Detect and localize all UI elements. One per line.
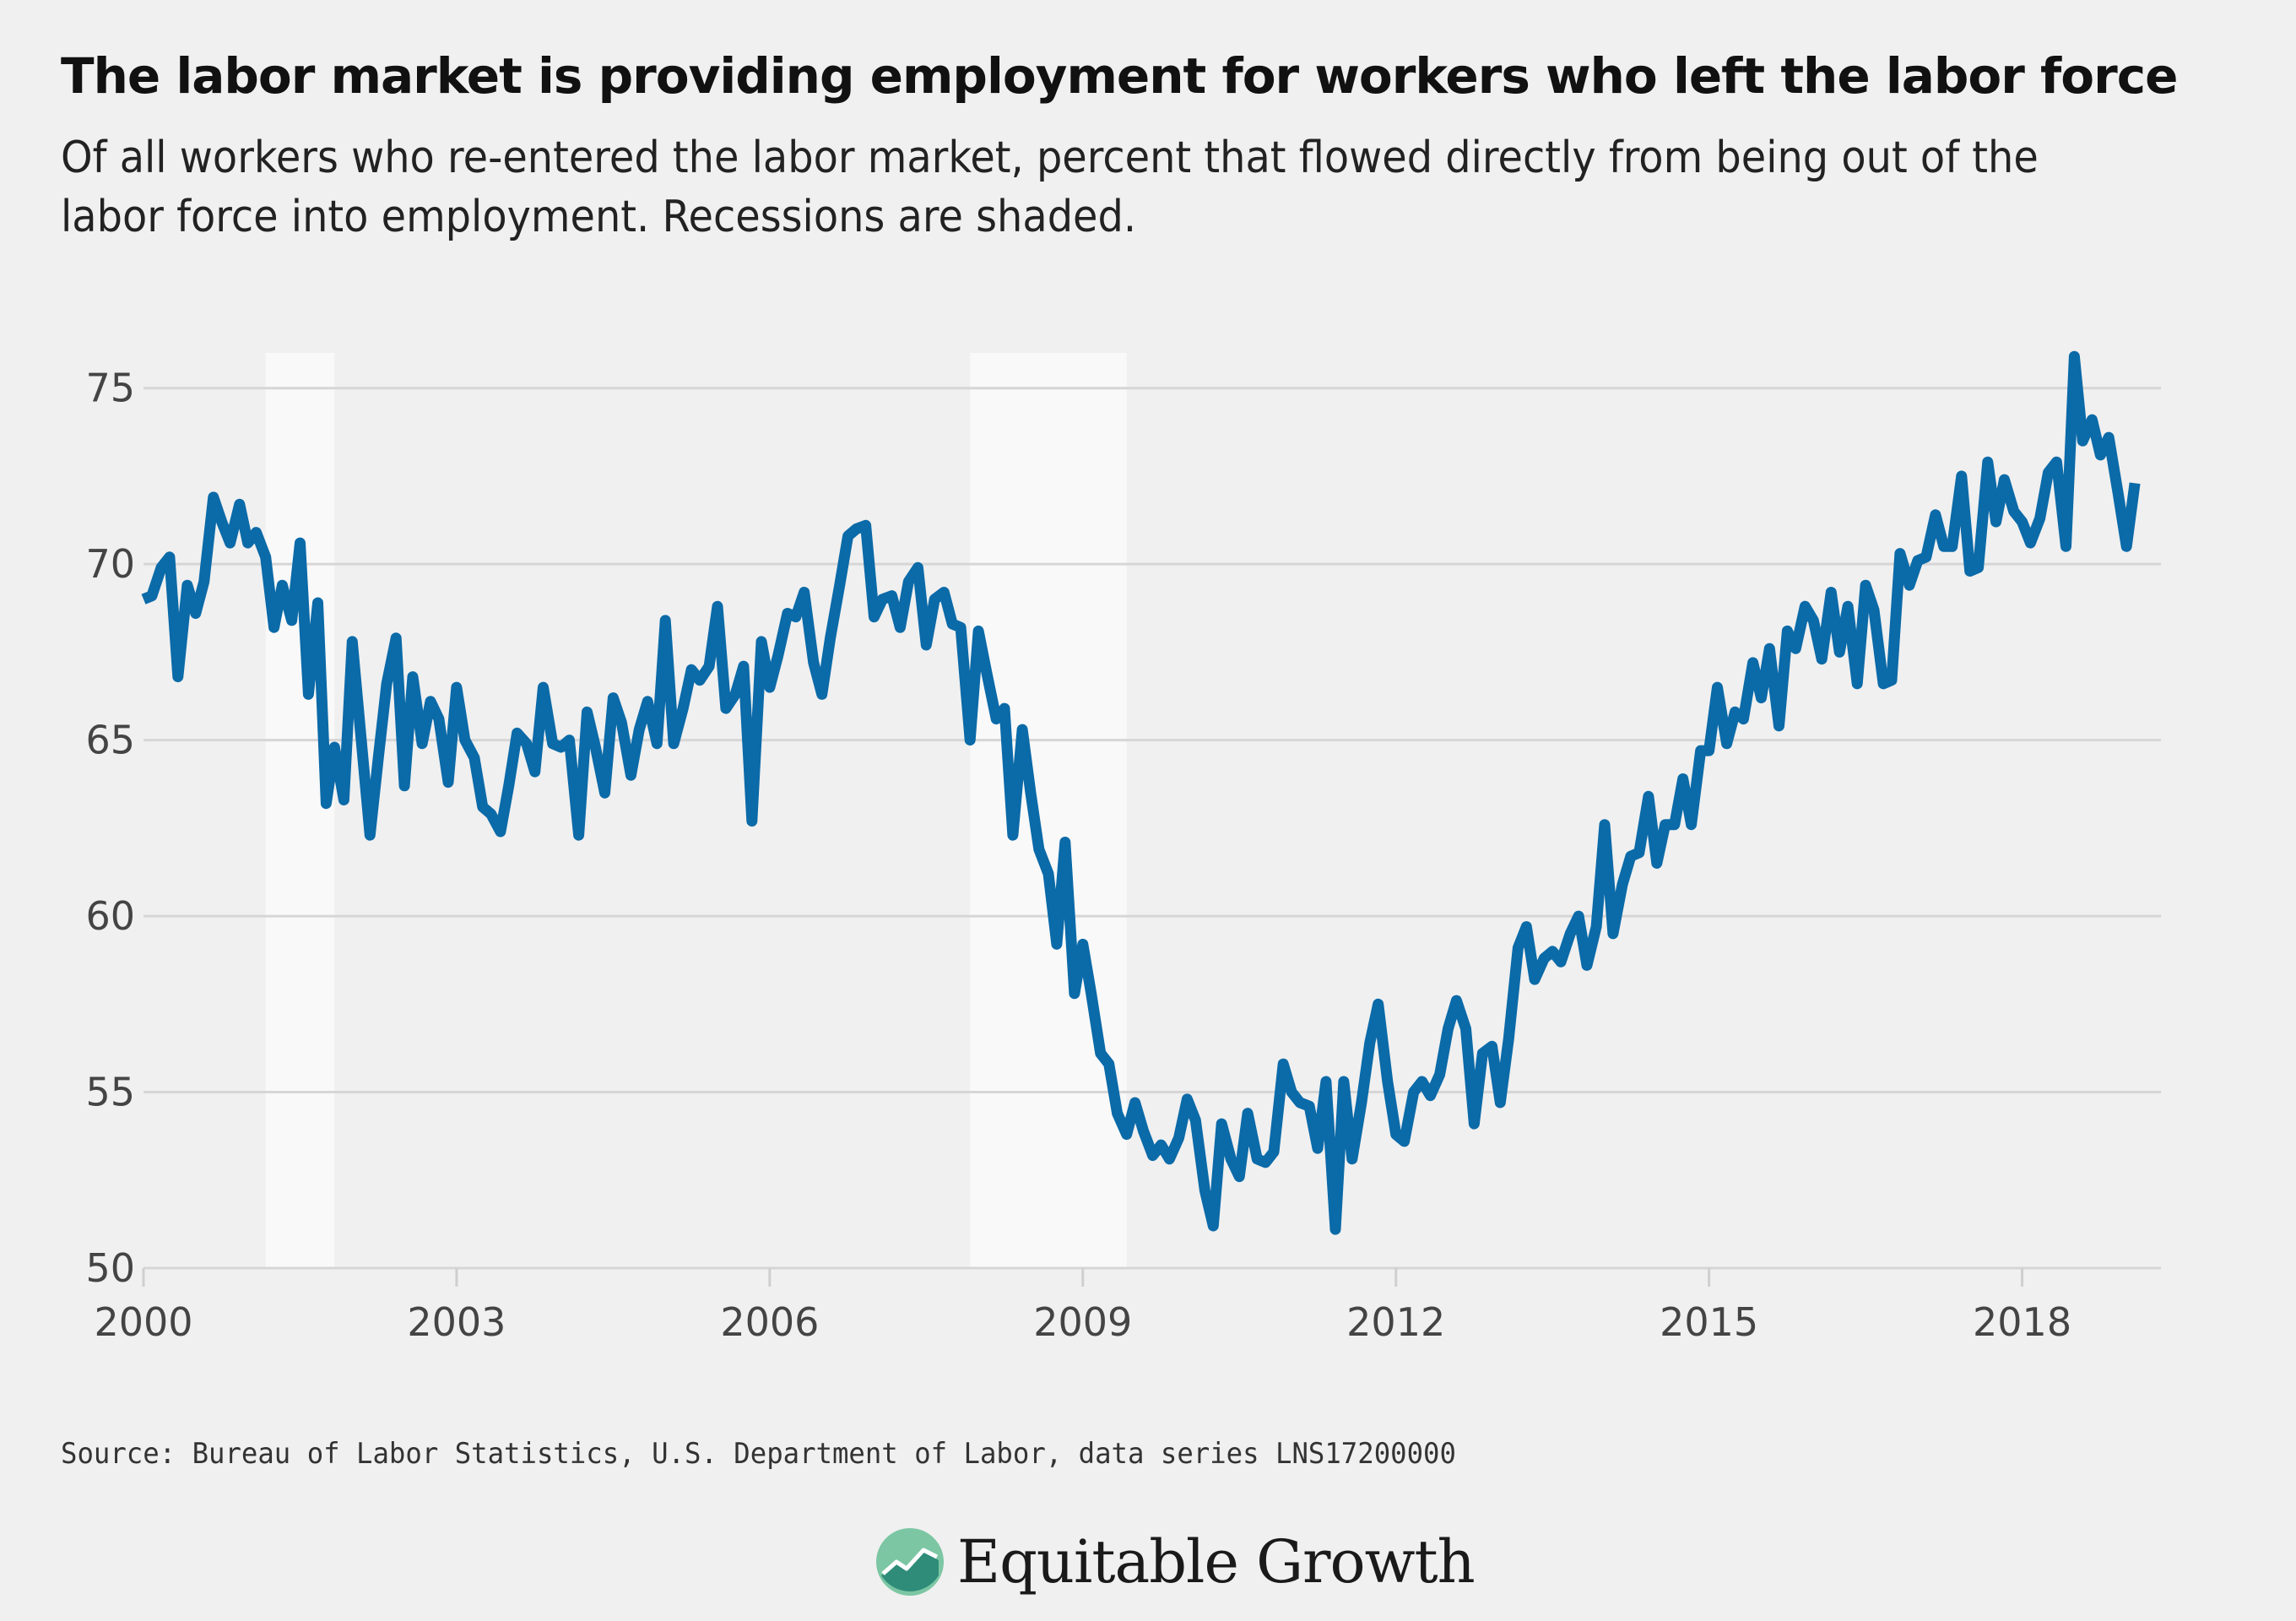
- y-tick-label: 75: [85, 366, 135, 411]
- gridlines: [144, 387, 2161, 1270]
- x-tick-label: 2015: [1660, 1299, 1758, 1345]
- y-tick-label: 50: [85, 1245, 135, 1291]
- x-tick-label: 2012: [1346, 1299, 1445, 1345]
- equitable-growth-logo-icon: [876, 1528, 944, 1596]
- x-tick-label: 2018: [1973, 1299, 2071, 1345]
- brand-name: Equitable Growth: [957, 1527, 1476, 1597]
- y-axis-ticks: 50 55 60 65 70 75: [85, 366, 135, 1291]
- y-tick-label: 60: [85, 893, 135, 939]
- series-line: [141, 350, 2141, 1235]
- recession-band-2: [970, 353, 1127, 1268]
- x-tick-label: 2009: [1033, 1299, 1132, 1345]
- x-tick-label: 2000: [94, 1299, 192, 1345]
- x-tick-label: 2003: [407, 1299, 506, 1345]
- y-tick-label: 65: [85, 718, 135, 763]
- x-tick-label: 2006: [720, 1299, 819, 1345]
- recession-band-1: [265, 353, 335, 1268]
- chart-subtitle: Of all workers who re-entered the labor …: [61, 133, 2039, 242]
- brand-lockup: Equitable Growth: [875, 1520, 1476, 1604]
- y-tick-label: 55: [85, 1070, 135, 1115]
- line-chart: 50 55 60 65 70 75 2000 2003 2006 2009 2012 2015 201…: [85, 350, 2161, 1345]
- y-tick-label: 70: [85, 541, 135, 587]
- recession-shading: [265, 353, 1127, 1268]
- x-axis-ticks: 2000 2003 2006 2009 2012 2015 2018: [94, 1268, 2071, 1345]
- chart-title: The labor market is providing employment…: [61, 47, 2178, 105]
- source-note: Source: Bureau of Labor Statistics, U.S.…: [61, 1437, 1456, 1471]
